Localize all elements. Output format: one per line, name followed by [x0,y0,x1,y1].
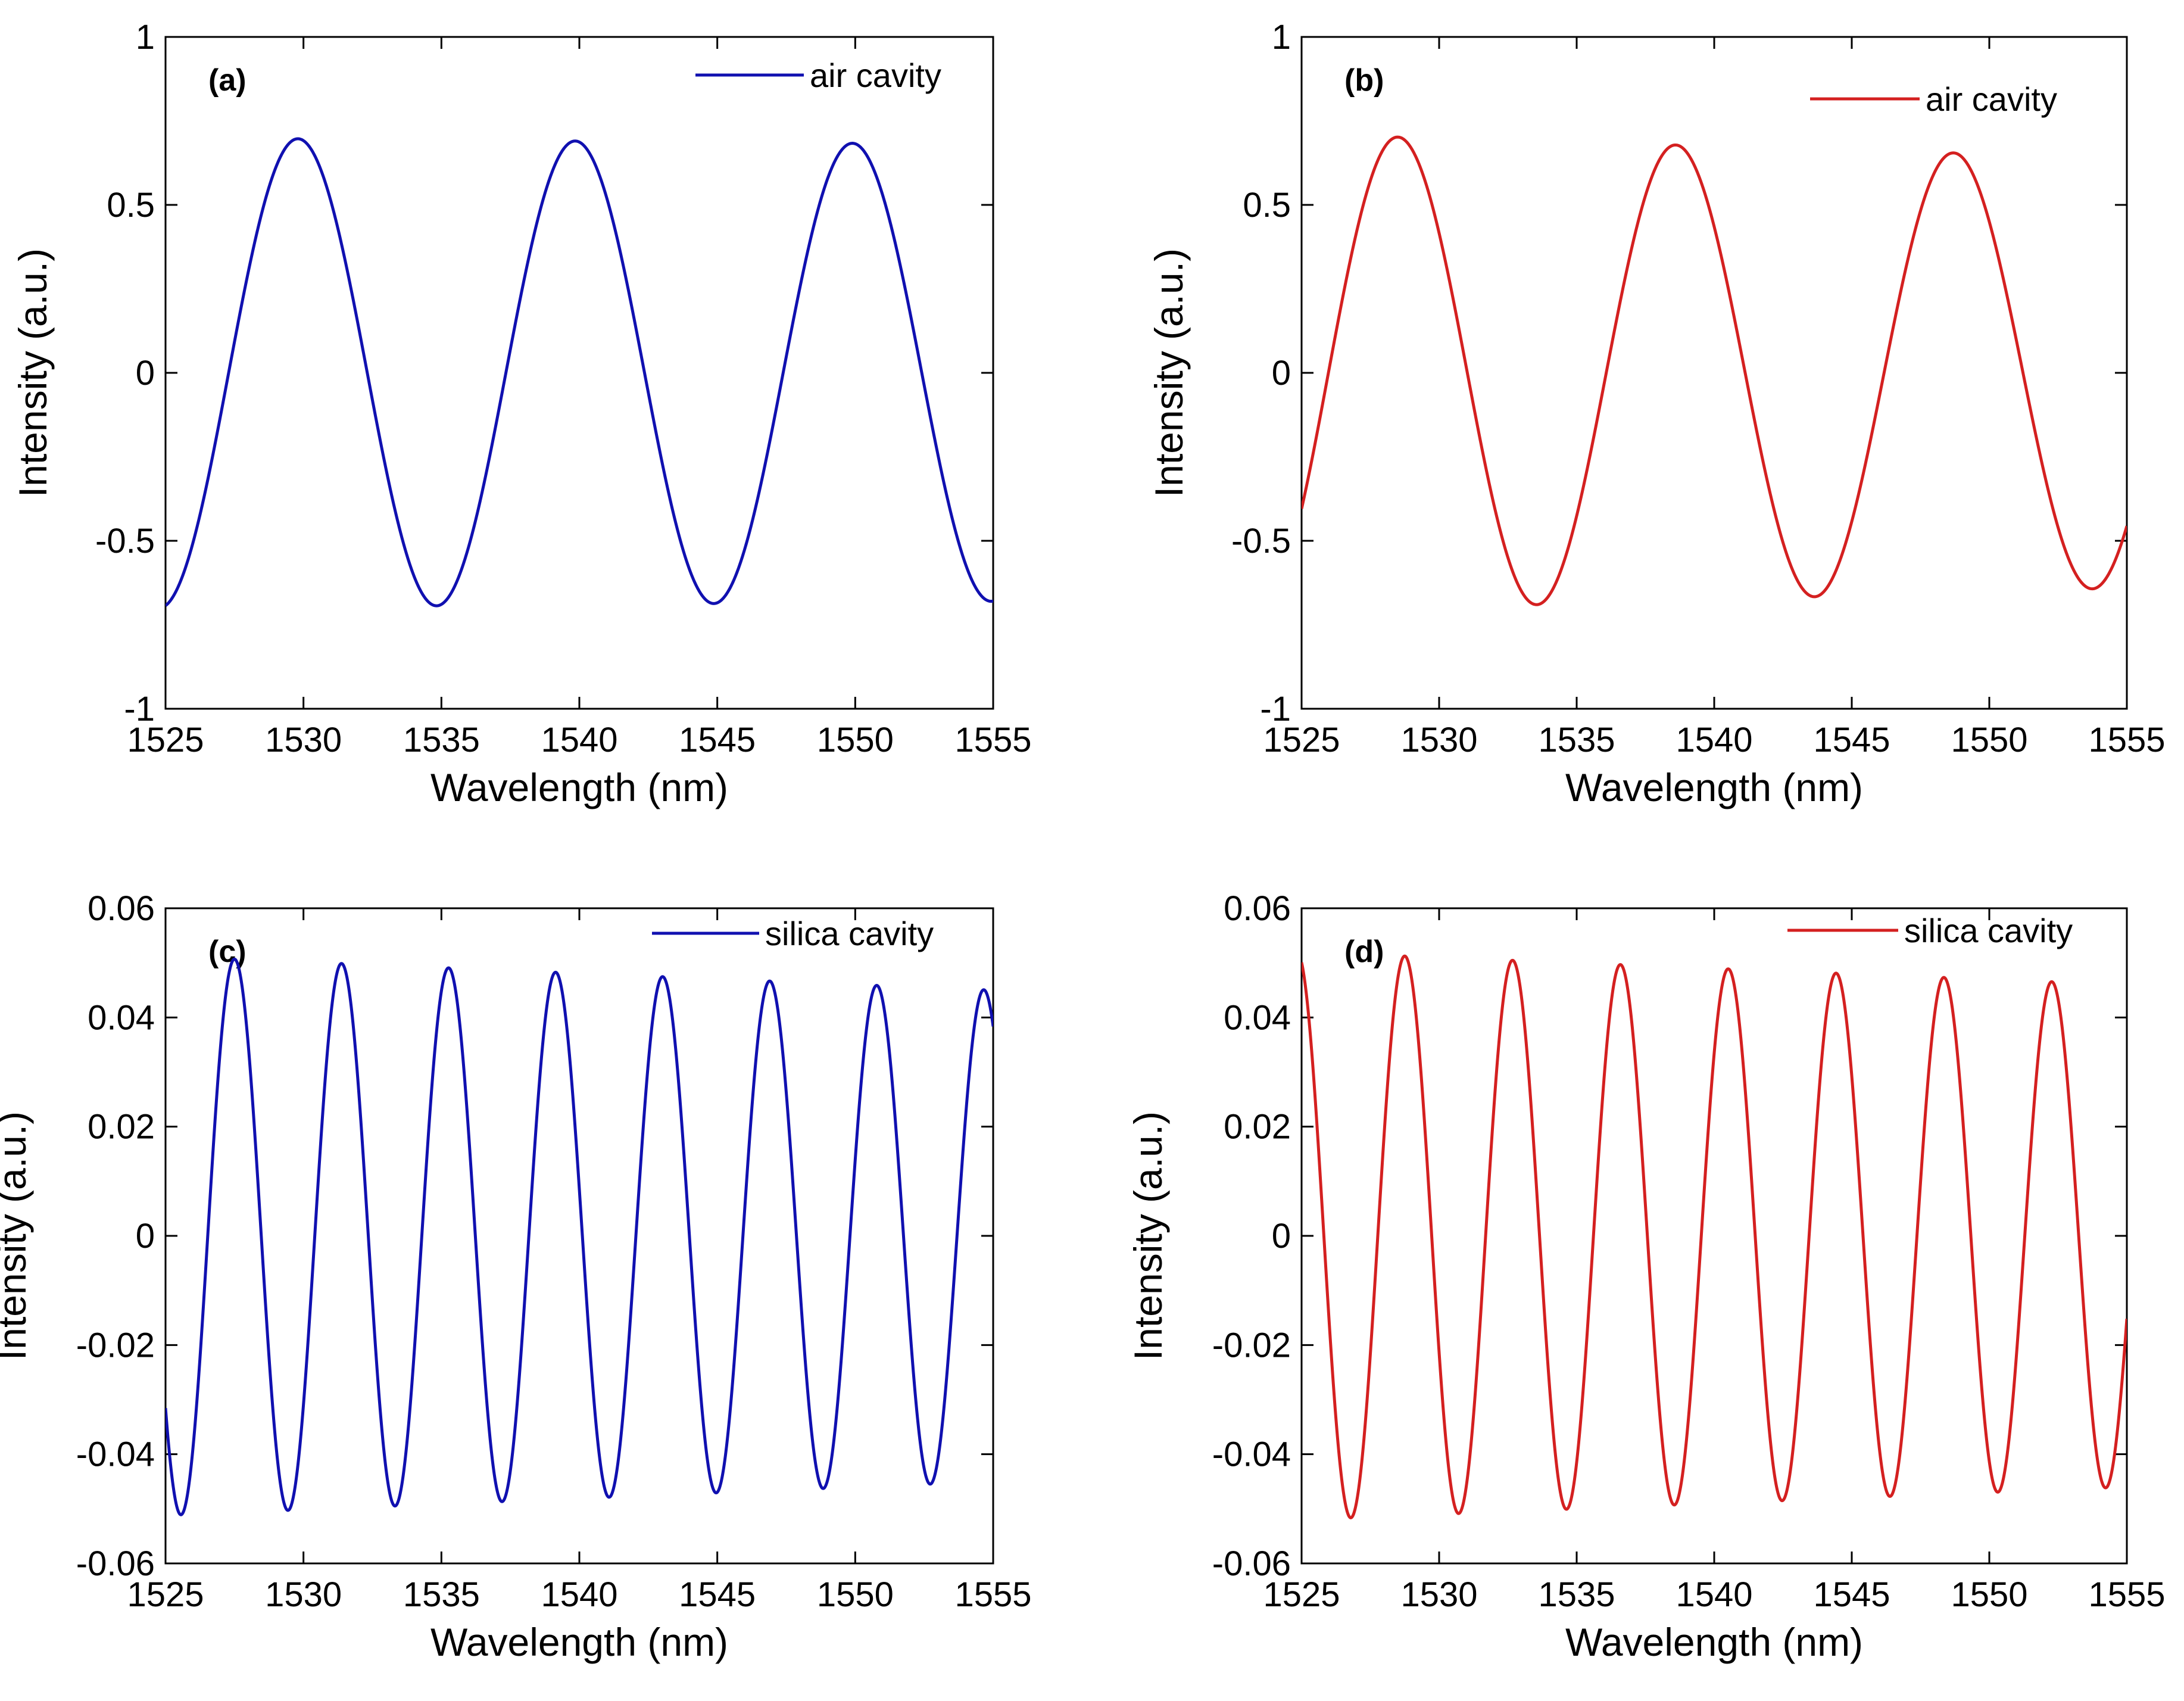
x-tick-label: 1545 [1813,721,1890,759]
y-tick-label: 1 [1272,18,1291,57]
x-tick-label: 1525 [127,721,204,759]
y-axis-label: Intensity (a.u.) [0,1111,34,1360]
x-tick-label: 1535 [403,721,480,759]
y-tick-label: -0.5 [95,522,155,560]
y-axis-label: Intensity (a.u.) [11,248,55,497]
x-tick-label: 1525 [1263,1575,1340,1614]
x-tick-label: 1555 [2088,1575,2165,1614]
legend-label: silica cavity [765,915,934,952]
series-line-silica-cavity [166,957,993,1516]
y-tick-label: 0.02 [1224,1108,1291,1147]
y-tick-label: 0.06 [1224,889,1291,928]
y-axis-label: Intensity (a.u.) [1147,248,1191,497]
legend-label: air cavity [1926,80,2057,118]
panel-label: (a) [208,63,247,98]
x-tick-label: 1545 [679,1575,756,1614]
panel-label: (c) [208,934,247,969]
x-tick-label: 1530 [1400,1575,1477,1614]
x-tick-label: 1550 [1951,721,2027,759]
x-tick-label: 1530 [265,721,342,759]
x-tick-label: 1555 [2088,721,2165,759]
legend-label: silica cavity [1904,912,2073,949]
y-tick-label: -1 [1260,690,1291,728]
y-tick-label: 0.06 [88,889,155,928]
x-tick-label: 1550 [817,721,894,759]
series-line-silica-cavity [1302,954,2127,1519]
x-axis-label: Wavelength (nm) [1565,765,1863,809]
y-tick-label: 0.04 [88,998,155,1037]
y-tick-label: 0.5 [1243,186,1291,225]
x-tick-label: 1535 [1538,1575,1615,1614]
y-tick-label: -0.06 [76,1544,155,1583]
panel-label: (b) [1344,63,1384,98]
y-tick-label: 0.04 [1224,998,1291,1037]
x-tick-label: 1550 [1951,1575,2027,1614]
x-tick-label: 1525 [1263,721,1340,759]
x-tick-label: 1555 [954,1575,1031,1614]
x-tick-label: 1540 [541,721,617,759]
y-tick-label: 0 [136,354,155,392]
y-tick-label: -0.04 [76,1435,155,1474]
panel-label: (d) [1344,934,1384,969]
chart-panel-d: 1525 1530 1535 1540 1545 1550 1555 -0.06 -0.04 -0… [1126,889,2166,1664]
y-tick-label: -1 [124,690,155,728]
x-tick-label: 1555 [954,721,1031,759]
x-tick-label: 1540 [1676,1575,1752,1614]
y-tick-label: -0.5 [1231,522,1291,560]
chart-panel-b: 1525 1530 1535 1540 1545 1550 1555 -1 -0.5 0 0.5 1 W… [1147,18,2166,809]
y-tick-label: -0.04 [1212,1435,1291,1474]
y-tick-label: 1 [136,18,155,57]
x-tick-label: 1535 [403,1575,480,1614]
legend-label: air cavity [810,57,941,94]
y-tick-label: -0.06 [1212,1544,1291,1583]
y-tick-label: -0.02 [1212,1326,1291,1364]
chart-panel-c: 1525 1530 1535 1540 1545 1550 1555 -0.06 -0.04 -0… [0,889,1032,1664]
x-tick-label: 1550 [817,1575,894,1614]
x-axis-label: Wavelength (nm) [430,765,728,809]
series-line-air-cavity [166,137,993,608]
x-axis-label: Wavelength (nm) [1565,1620,1863,1664]
y-tick-label: 0.02 [88,1108,155,1147]
x-tick-label: 1525 [127,1575,204,1614]
series-line-air-cavity [1302,135,2127,606]
x-tick-label: 1535 [1538,721,1615,759]
x-tick-label: 1530 [265,1575,342,1614]
y-tick-label: 0 [1272,1217,1291,1256]
x-tick-label: 1540 [541,1575,617,1614]
y-tick-label: 0 [136,1217,155,1256]
x-tick-label: 1530 [1400,721,1477,759]
x-axis-label: Wavelength (nm) [430,1620,728,1664]
y-axis-label: Intensity (a.u.) [1126,1111,1170,1360]
y-tick-label: 0 [1272,354,1291,392]
chart-panel-a: 1525 1530 1535 1540 1545 1550 1555 -1 -0.5 0 0.5 1 W… [11,18,1032,809]
x-tick-label: 1545 [1813,1575,1890,1614]
y-tick-label: -0.02 [76,1326,155,1364]
x-tick-label: 1540 [1676,721,1752,759]
y-tick-label: 0.5 [107,186,155,225]
x-tick-label: 1545 [679,721,756,759]
